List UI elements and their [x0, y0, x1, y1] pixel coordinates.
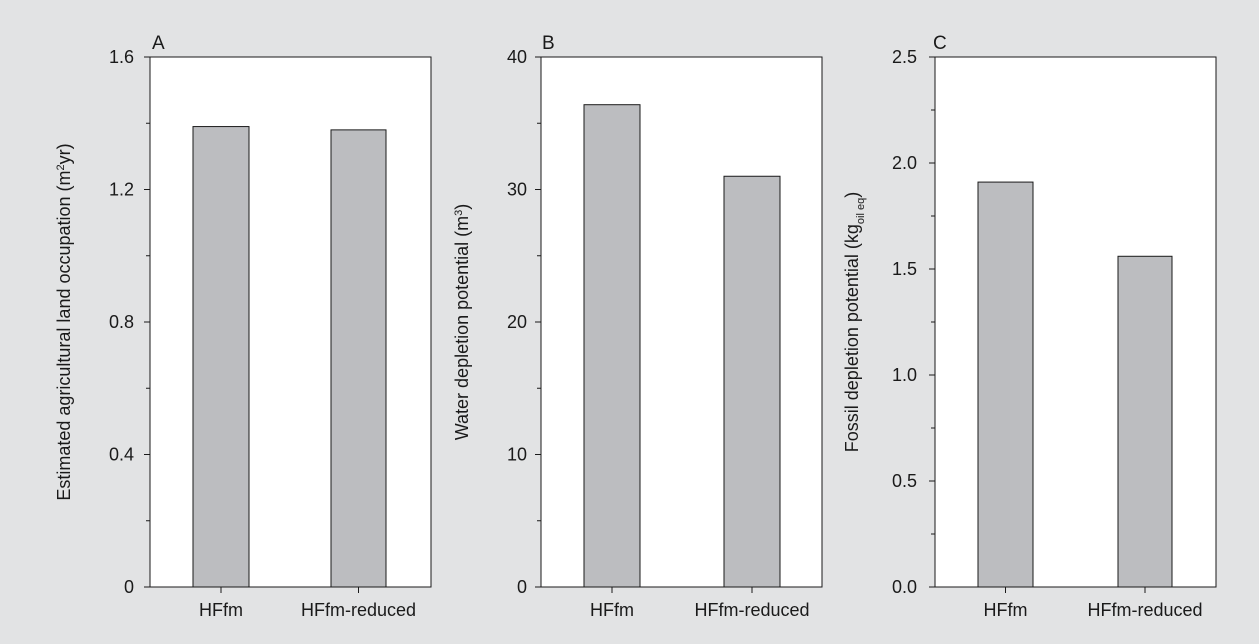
panel-label: B	[542, 33, 555, 54]
y-axis-label: Fossil depletion potential (kgoil eq)	[842, 192, 867, 452]
plot-area	[934, 56, 1217, 588]
y-tick-label: 1.6	[109, 47, 134, 67]
bar-hffm-reduced	[1117, 255, 1173, 588]
y-axis-label-text-end: )	[452, 204, 472, 210]
y-tick-label: 2.5	[892, 47, 917, 67]
x-tick-label: HFfm-reduced	[301, 600, 416, 620]
y-axis-label: Estimated agricultural land occupation (…	[54, 143, 74, 500]
y-axis-label-text: Estimated agricultural land occupation (…	[54, 170, 74, 500]
panel-label: C	[933, 33, 947, 54]
y-tick-label: 1.0	[892, 365, 917, 385]
chart-panel-c: C 0.0 0.5 1.0 1.5 2.0 2.5 HFfm HFfm-reduced Fossi…	[842, 33, 1217, 620]
x-tick-label: HFfm-reduced	[1087, 600, 1202, 620]
y-tick-label: 10	[507, 445, 527, 465]
y-axis-label: Water depletion potential (m3)	[452, 204, 472, 441]
x-tick-label: HFfm-reduced	[694, 600, 809, 620]
y-axis-label-superscript: 3	[453, 210, 465, 216]
y-tick-label: 1.5	[892, 259, 917, 279]
y-tick-label: 1.2	[109, 180, 134, 200]
bar-hffm-reduced	[330, 129, 387, 588]
y-axis-label-text: Water depletion potential (m	[452, 216, 472, 440]
y-axis-label-text-end: )	[842, 192, 862, 198]
x-tick-label: HFfm	[590, 600, 634, 620]
y-tick-label: 0.0	[892, 577, 917, 597]
y-tick-label: 2.0	[892, 153, 917, 173]
plot-area	[149, 56, 432, 588]
bar-hffm	[977, 181, 1034, 588]
y-axis-label-superscript: 2	[55, 164, 67, 170]
x-tick-label: HFfm	[984, 600, 1028, 620]
chart-panel-a: A 0 0.4 0.8 1.2 1.6 HFfm HFfm-reduced Estimated …	[54, 33, 432, 620]
bar-hffm	[583, 104, 641, 588]
x-tick-label: HFfm	[199, 600, 243, 620]
panel-label: A	[152, 33, 165, 54]
y-axis-label-text-end: yr)	[54, 143, 74, 164]
y-tick-label: 20	[507, 312, 527, 332]
bar-hffm-reduced	[723, 175, 781, 588]
y-axis-label-text: Fossil depletion potential (kg	[842, 224, 862, 452]
bar-hffm	[192, 126, 250, 588]
y-axis-label-subscript: oil eq	[855, 198, 867, 224]
y-tick-label: 0	[124, 577, 134, 597]
y-tick-label: 30	[507, 180, 527, 200]
y-tick-label: 0	[517, 577, 527, 597]
chart-panel-b: B 0 10 20 30 40 HFfm HFfm-reduced Water depletio…	[452, 33, 823, 620]
y-tick-label: 0.5	[892, 471, 917, 491]
y-tick-label: 0.8	[109, 312, 134, 332]
y-tick-label: 0.4	[109, 445, 134, 465]
y-tick-label: 40	[507, 47, 527, 67]
